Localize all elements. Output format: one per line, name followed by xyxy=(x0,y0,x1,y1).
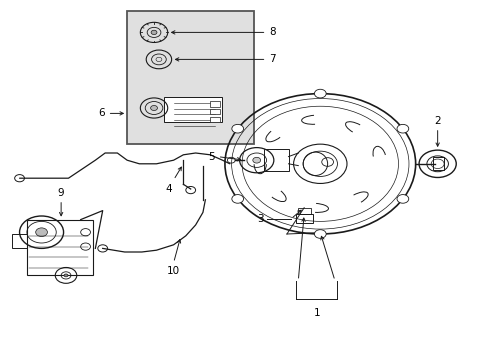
Text: 8: 8 xyxy=(268,27,275,37)
Bar xyxy=(12,234,27,248)
Circle shape xyxy=(396,194,408,203)
Circle shape xyxy=(64,274,68,277)
Text: 6: 6 xyxy=(98,108,105,118)
Circle shape xyxy=(36,228,47,237)
Bar xyxy=(295,214,312,223)
Circle shape xyxy=(396,124,408,133)
Circle shape xyxy=(231,194,243,203)
Bar xyxy=(127,11,254,144)
Bar xyxy=(210,101,220,107)
Bar xyxy=(210,117,220,122)
Text: 5: 5 xyxy=(208,152,215,162)
Circle shape xyxy=(150,105,157,111)
Circle shape xyxy=(314,230,325,238)
Bar xyxy=(432,157,443,170)
Bar xyxy=(163,97,222,122)
Text: 1: 1 xyxy=(313,308,319,318)
Bar xyxy=(210,109,220,114)
Bar xyxy=(264,149,288,171)
Text: 3: 3 xyxy=(257,214,264,224)
Circle shape xyxy=(151,30,157,35)
Text: 4: 4 xyxy=(165,184,172,194)
Text: 9: 9 xyxy=(58,188,64,198)
Text: 2: 2 xyxy=(433,116,440,126)
Circle shape xyxy=(314,89,325,98)
Bar xyxy=(297,208,310,214)
Circle shape xyxy=(252,157,260,163)
Bar xyxy=(27,220,93,275)
Text: 7: 7 xyxy=(268,54,275,64)
Circle shape xyxy=(231,124,243,133)
Text: 10: 10 xyxy=(167,266,180,276)
